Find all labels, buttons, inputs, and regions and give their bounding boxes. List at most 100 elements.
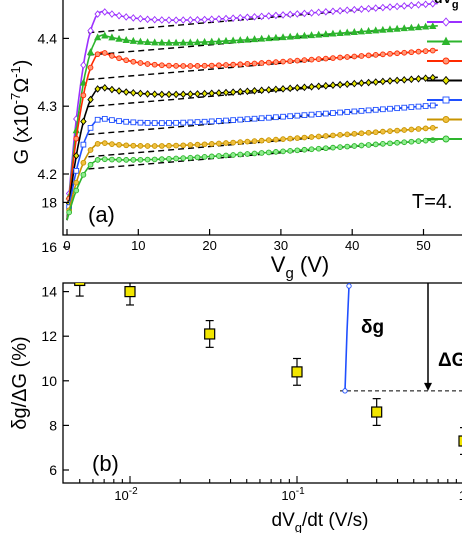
series-marker bbox=[407, 23, 416, 31]
series-marker bbox=[422, 103, 429, 109]
series-marker bbox=[73, 179, 80, 186]
series-marker bbox=[137, 156, 144, 163]
inset-big-delta-label: ΔG bbox=[438, 350, 462, 371]
series-marker bbox=[165, 16, 173, 24]
series-marker bbox=[237, 151, 244, 158]
series-marker bbox=[223, 117, 229, 124]
series-marker bbox=[87, 26, 94, 35]
series-marker bbox=[401, 139, 408, 146]
series-marker bbox=[122, 88, 130, 96]
series-marker bbox=[336, 6, 344, 15]
series-marker bbox=[251, 13, 258, 21]
inset-curve-marker bbox=[407, 203, 411, 207]
series-marker bbox=[216, 153, 222, 159]
series-marker bbox=[144, 143, 151, 149]
series-marker bbox=[166, 120, 172, 126]
panel-b-inset bbox=[340, 200, 462, 394]
series-marker bbox=[387, 50, 393, 57]
series-marker bbox=[109, 141, 115, 147]
series-marker bbox=[294, 135, 301, 141]
series-marker bbox=[408, 138, 415, 145]
series-marker bbox=[273, 59, 279, 65]
panel-b-y-tick-label: 12 bbox=[41, 328, 57, 344]
series-marker bbox=[301, 146, 308, 153]
series-line bbox=[66, 76, 438, 221]
legend-title: dVg bbox=[434, 0, 459, 11]
series-marker bbox=[229, 14, 237, 22]
series-marker bbox=[358, 142, 365, 149]
series-marker bbox=[294, 10, 301, 18]
series-marker bbox=[322, 145, 329, 152]
series-marker bbox=[180, 155, 187, 161]
series-marker bbox=[165, 38, 173, 46]
series-marker bbox=[422, 125, 429, 132]
series-marker bbox=[265, 12, 273, 20]
series-marker bbox=[216, 118, 222, 124]
inset-curve-marker bbox=[367, 200, 371, 204]
series-marker bbox=[273, 136, 279, 143]
series-marker bbox=[429, 125, 436, 131]
series-marker bbox=[215, 15, 223, 23]
series-marker bbox=[87, 125, 94, 131]
data-point bbox=[291, 366, 303, 378]
series-marker bbox=[194, 119, 201, 125]
series-marker bbox=[372, 4, 379, 12]
series-marker bbox=[229, 88, 237, 96]
series-marker bbox=[351, 79, 358, 88]
series-marker bbox=[372, 26, 380, 34]
inset-curve-marker bbox=[379, 203, 383, 207]
inset-curve-marker bbox=[383, 203, 387, 207]
series-marker bbox=[351, 5, 358, 14]
series-marker bbox=[244, 13, 251, 22]
panel-a-ticks: 0 10 20 30 40 50 4.2 4.3 4.4 bbox=[38, 30, 431, 253]
series-marker bbox=[258, 115, 265, 122]
series-marker bbox=[250, 35, 259, 43]
series-marker bbox=[122, 36, 130, 43]
series-marker bbox=[372, 106, 379, 113]
panel-b: 6 8 10 12 14 16 18 10-2 10-1 10 δg/ΔG (%) dVg/dt … bbox=[9, 194, 462, 533]
series-marker bbox=[322, 133, 329, 139]
series-marker bbox=[123, 157, 130, 163]
series-marker bbox=[287, 58, 294, 64]
series-marker bbox=[94, 33, 102, 41]
series-marker bbox=[401, 2, 408, 10]
panel-a-x-tick-label: 40 bbox=[345, 238, 359, 253]
series-marker bbox=[158, 120, 165, 126]
series-marker bbox=[94, 85, 101, 93]
series-marker bbox=[265, 114, 272, 121]
series-marker bbox=[158, 156, 165, 163]
series-marker bbox=[279, 33, 287, 41]
series-marker bbox=[201, 62, 208, 69]
series-marker bbox=[301, 57, 308, 63]
series-marker bbox=[273, 149, 279, 155]
series-marker bbox=[337, 132, 343, 138]
series-marker bbox=[173, 142, 179, 149]
series-marker bbox=[216, 140, 222, 147]
inset-curve-marker bbox=[355, 204, 359, 208]
series-marker bbox=[144, 15, 151, 24]
panel-b-y-tick-label: 14 bbox=[41, 284, 57, 300]
series-marker bbox=[123, 57, 130, 64]
series-marker bbox=[137, 143, 144, 149]
series-marker bbox=[158, 38, 166, 46]
legend-marker bbox=[442, 57, 450, 65]
series-marker bbox=[330, 144, 336, 151]
series-marker bbox=[179, 16, 187, 24]
series-marker bbox=[322, 8, 330, 16]
series-marker bbox=[101, 83, 109, 92]
series-marker bbox=[180, 119, 187, 126]
series-marker bbox=[329, 7, 337, 16]
legend-marker bbox=[442, 116, 450, 123]
series-marker bbox=[351, 53, 358, 60]
series-marker bbox=[122, 13, 130, 21]
series-marker bbox=[393, 24, 401, 32]
series-marker bbox=[180, 63, 187, 69]
series-marker bbox=[265, 149, 272, 156]
series-marker bbox=[158, 62, 165, 69]
series-marker bbox=[315, 8, 322, 17]
series-marker bbox=[200, 37, 209, 45]
series-marker bbox=[109, 53, 115, 59]
series-marker bbox=[101, 31, 109, 39]
series-marker bbox=[301, 9, 308, 18]
series-marker bbox=[273, 114, 279, 121]
